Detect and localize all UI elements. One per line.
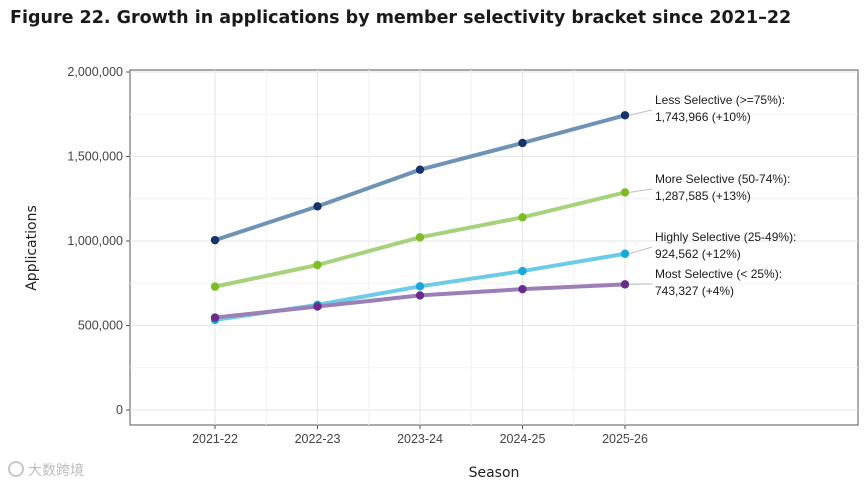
- x-tick-label: 2022-23: [295, 432, 341, 446]
- data-point: [210, 313, 220, 322]
- grid-lines: [130, 70, 858, 425]
- data-point: [415, 291, 425, 300]
- chart-title: Figure 22. Growth in applications by mem…: [10, 8, 792, 28]
- x-tick-label: 2021-22: [192, 432, 238, 446]
- data-point: [415, 282, 425, 291]
- annotation-leader: [628, 246, 653, 255]
- series-1: [210, 188, 630, 291]
- data-point: [620, 111, 630, 120]
- annotation-label: Most Selective (< 25%):: [655, 267, 782, 281]
- data-point: [620, 280, 630, 289]
- data-point: [518, 284, 527, 294]
- y-tick-label: 1,000,000: [67, 234, 123, 248]
- plot-frame: [129, 69, 859, 426]
- series-annotations: Less Selective (>=75%): 1,743,966 (+10%) M…: [628, 93, 796, 298]
- data-point: [313, 260, 322, 270]
- watermark-text: 大数跨境: [28, 463, 84, 479]
- y-tick-label: 1,500,000: [67, 150, 123, 164]
- data-point: [210, 235, 220, 245]
- series-3: [210, 280, 630, 322]
- annotation-value: 743,327 (+4%): [655, 284, 734, 298]
- data-point: [518, 138, 527, 148]
- annotation-label: More Selective (50-74%):: [655, 172, 790, 186]
- x-axis-title: Season: [469, 465, 520, 481]
- watermark: 大数跨境: [8, 460, 84, 480]
- annotation-leader: [628, 109, 653, 116]
- data-point: [518, 213, 527, 222]
- annotation-leader: [628, 188, 653, 193]
- annotation-value: 1,287,585 (+13%): [655, 189, 751, 203]
- annotation-value: 924,562 (+12%): [655, 247, 741, 261]
- data-point: [313, 302, 322, 311]
- annotation-value: 1,743,966 (+10%): [655, 110, 751, 124]
- annotation-label: Less Selective (>=75%):: [655, 93, 785, 107]
- y-axis-ticks: 0 500,000 1,000,000 1,500,000 2,000,000: [67, 65, 130, 417]
- data-point: [518, 266, 527, 276]
- x-tick-label: 2025-26: [602, 432, 648, 446]
- data-point: [620, 249, 630, 258]
- x-tick-label: 2024-25: [500, 432, 546, 446]
- data-point: [210, 282, 220, 291]
- series-0: [210, 111, 630, 245]
- data-point: [415, 233, 425, 242]
- camera-logo-icon: [8, 461, 24, 477]
- y-tick-label: 0: [116, 403, 123, 417]
- data-point: [620, 188, 630, 197]
- y-tick-label: 2,000,000: [67, 65, 123, 79]
- annotation-label: Highly Selective (25-49%):: [655, 230, 796, 244]
- data-point: [313, 202, 322, 211]
- x-tick-label: 2023-24: [397, 432, 443, 446]
- series-lines: [210, 111, 630, 325]
- y-tick-label: 500,000: [78, 319, 123, 333]
- y-axis-title: Applications: [24, 205, 40, 291]
- x-axis-ticks: 2021-22 2022-23 2023-24 2024-25 2025-26: [192, 425, 648, 446]
- data-point: [415, 165, 425, 174]
